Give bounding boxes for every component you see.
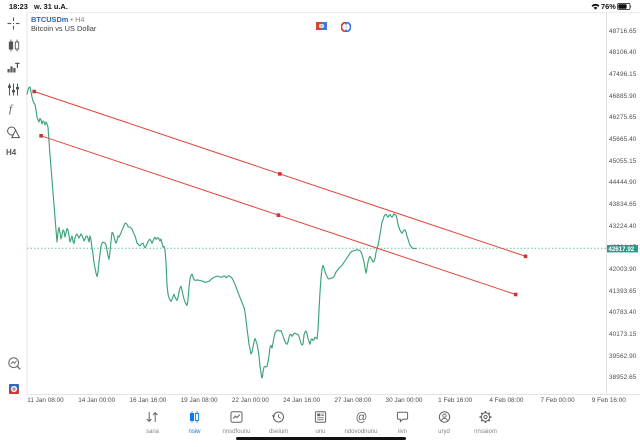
svg-text:@: @ [355, 412, 367, 423]
svg-text:42617.92: 42617.92 [608, 246, 634, 253]
